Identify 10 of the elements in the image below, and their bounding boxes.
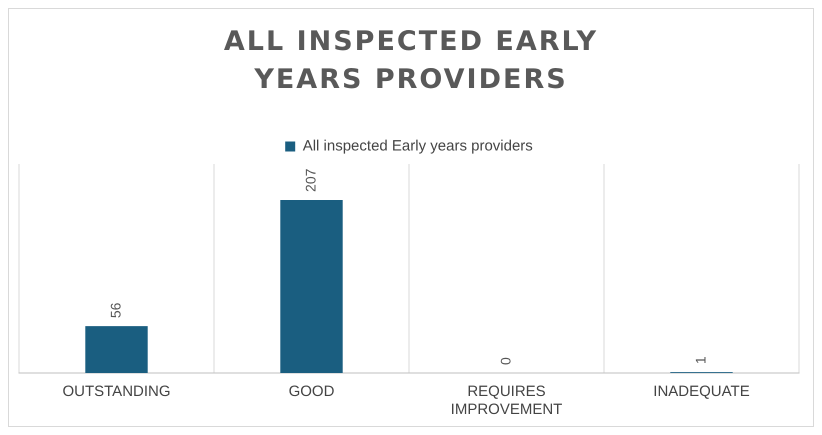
chart-title: ALL INSPECTED EARLY YEARS PROVIDERS xyxy=(222,25,600,97)
x-tick-label: REQUIRES IMPROVEMENT xyxy=(450,383,562,418)
data-label: 56 xyxy=(107,302,124,318)
x-tick-label: INADEQUATE xyxy=(653,383,750,400)
data-label: 1 xyxy=(692,356,708,364)
x-tick-label: OUTSTANDING xyxy=(62,383,171,400)
legend-label: All inspected Early years providers xyxy=(302,138,533,155)
data-label: 207 xyxy=(302,168,318,192)
x-tick-label: GOOD xyxy=(288,383,335,400)
data-label: 0 xyxy=(497,357,514,365)
